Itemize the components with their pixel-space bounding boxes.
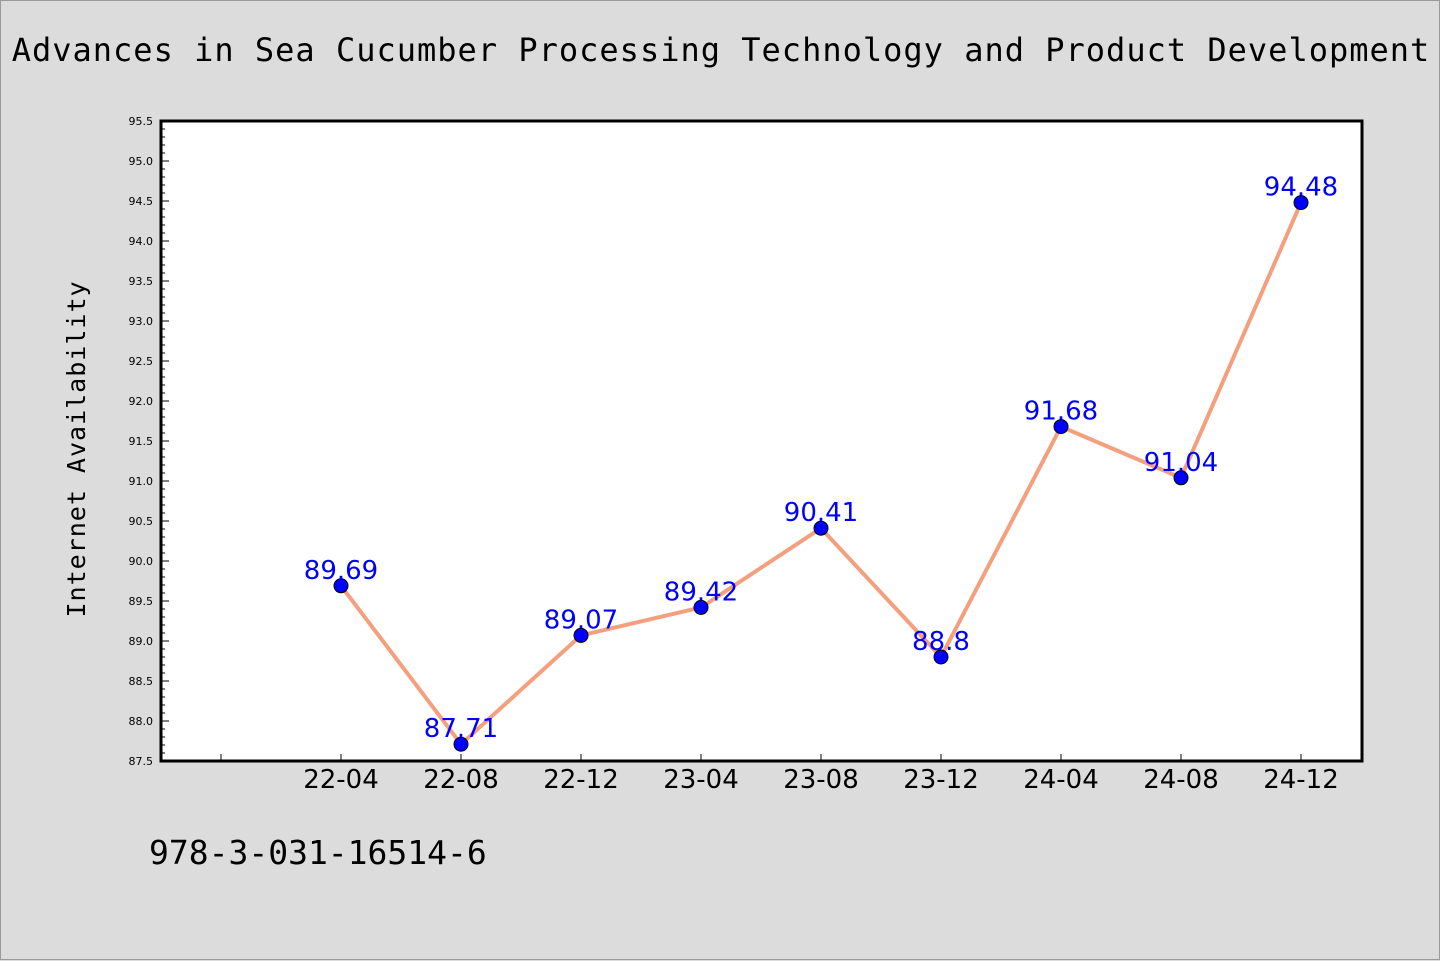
data-point xyxy=(1293,195,1309,211)
y-tick-label: 93.5 xyxy=(129,275,154,288)
y-tick-label: 95.5 xyxy=(129,115,154,128)
footer-code: 978-3-031-16514-6 xyxy=(149,833,487,872)
data-label: 88.8 xyxy=(912,627,970,657)
data-point xyxy=(813,520,829,536)
y-tick-label: 93.0 xyxy=(129,315,154,328)
y-tick-label: 90.5 xyxy=(129,515,154,528)
x-tick-label: 22-12 xyxy=(543,765,619,795)
x-tick-label: 23-04 xyxy=(663,765,739,795)
data-label: 87.71 xyxy=(424,714,498,744)
y-tick-label: 95.0 xyxy=(129,155,154,168)
data-label: 91.04 xyxy=(1144,448,1218,478)
y-tick-label: 92.5 xyxy=(129,355,154,368)
plot-border xyxy=(159,119,1364,763)
y-tick-label: 89.5 xyxy=(129,595,154,608)
plot-area xyxy=(161,121,1362,761)
data-label: 91.68 xyxy=(1024,397,1098,427)
y-tick-label: 94.0 xyxy=(129,235,154,248)
y-tick-label: 94.5 xyxy=(129,195,154,208)
data-point xyxy=(1053,419,1069,435)
data-point xyxy=(933,649,949,665)
data-point xyxy=(453,736,469,752)
y-axis-title: Internet Availability xyxy=(62,280,91,617)
y-tick-label: 90.0 xyxy=(129,555,154,568)
data-label: 89.42 xyxy=(664,577,738,607)
x-tick-label: 22-04 xyxy=(303,765,379,795)
data-point xyxy=(333,578,349,594)
x-tick-label: 24-04 xyxy=(1023,765,1099,795)
y-tick-label: 89.0 xyxy=(129,635,154,648)
x-tick-label: 23-12 xyxy=(903,765,979,795)
x-tick-label: 24-12 xyxy=(1263,765,1339,795)
x-tick-label: 22-08 xyxy=(423,765,499,795)
data-point xyxy=(693,599,709,615)
y-tick-label: 87.5 xyxy=(129,755,154,768)
x-tick-label: 24-08 xyxy=(1143,765,1219,795)
chart-title: Advances in Sea Cucumber Processing Tech… xyxy=(11,31,1431,69)
data-label: 94.48 xyxy=(1264,173,1338,203)
y-tick-label: 91.5 xyxy=(129,435,154,448)
data-label: 89.07 xyxy=(544,605,618,635)
y-tick-label: 91.0 xyxy=(129,475,154,488)
y-tick-label: 92.0 xyxy=(129,395,154,408)
data-point xyxy=(1173,470,1189,486)
data-point xyxy=(573,627,589,643)
data-label: 90.41 xyxy=(784,498,858,528)
data-label: 89.69 xyxy=(304,556,378,586)
y-tick-label: 88.5 xyxy=(129,675,154,688)
x-tick-label: 23-08 xyxy=(783,765,859,795)
y-tick-label: 88.0 xyxy=(129,715,154,728)
